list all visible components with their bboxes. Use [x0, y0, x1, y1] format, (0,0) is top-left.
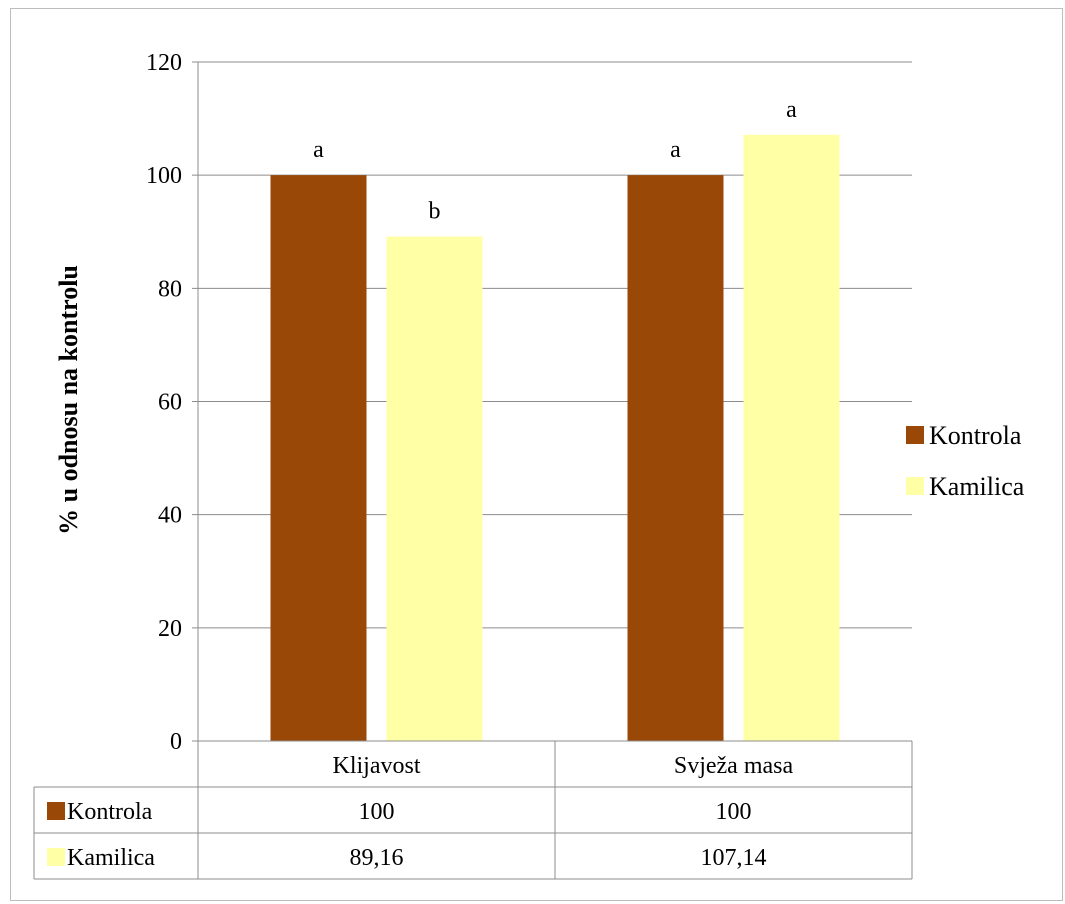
table-series-label: Kontrola [67, 799, 153, 825]
table-legend-swatch [47, 848, 65, 866]
y-tick-label: 60 [158, 390, 182, 416]
y-axis-label: % u odnosu na kontrolu [54, 265, 83, 535]
y-tick-labels: 0 20 40 60 80 100 120 [146, 50, 182, 755]
table-value: 107,14 [701, 845, 767, 871]
data-table: Klijavost Svježa masa Kontrola 100 100 Kamili… [33, 740, 913, 880]
table-legend-swatch [47, 802, 65, 820]
bar [627, 175, 724, 741]
legend-label: Kontrola [929, 421, 1022, 450]
significance-letter: a [786, 97, 797, 123]
category-label: Svježa masa [674, 753, 794, 779]
legend-label: Kamilica [929, 472, 1025, 501]
table-value: 100 [716, 799, 752, 825]
y-tick-label: 20 [158, 616, 182, 642]
bar [386, 236, 483, 742]
legend-swatch [906, 426, 924, 444]
bar-annotations: a a b a [313, 97, 797, 225]
y-tick-label: 100 [146, 163, 182, 189]
y-tick-label: 0 [170, 729, 182, 755]
y-tick-label: 40 [158, 503, 182, 529]
bar [743, 134, 840, 741]
category-label: Klijavost [333, 753, 421, 779]
significance-letter: a [313, 137, 324, 163]
legend-swatch [906, 477, 924, 495]
table-value: 100 [359, 799, 395, 825]
y-tick-label: 80 [158, 276, 182, 302]
table-value: 89,16 [350, 845, 404, 871]
chart-frame [10, 8, 1063, 901]
bar [270, 175, 367, 741]
bars [270, 134, 840, 742]
legend: Kontrola Kamilica [906, 421, 1025, 501]
y-tick-label: 120 [146, 50, 182, 76]
table-series-label: Kamilica [67, 845, 155, 871]
significance-letter: a [670, 137, 681, 163]
significance-letter: b [429, 199, 441, 225]
